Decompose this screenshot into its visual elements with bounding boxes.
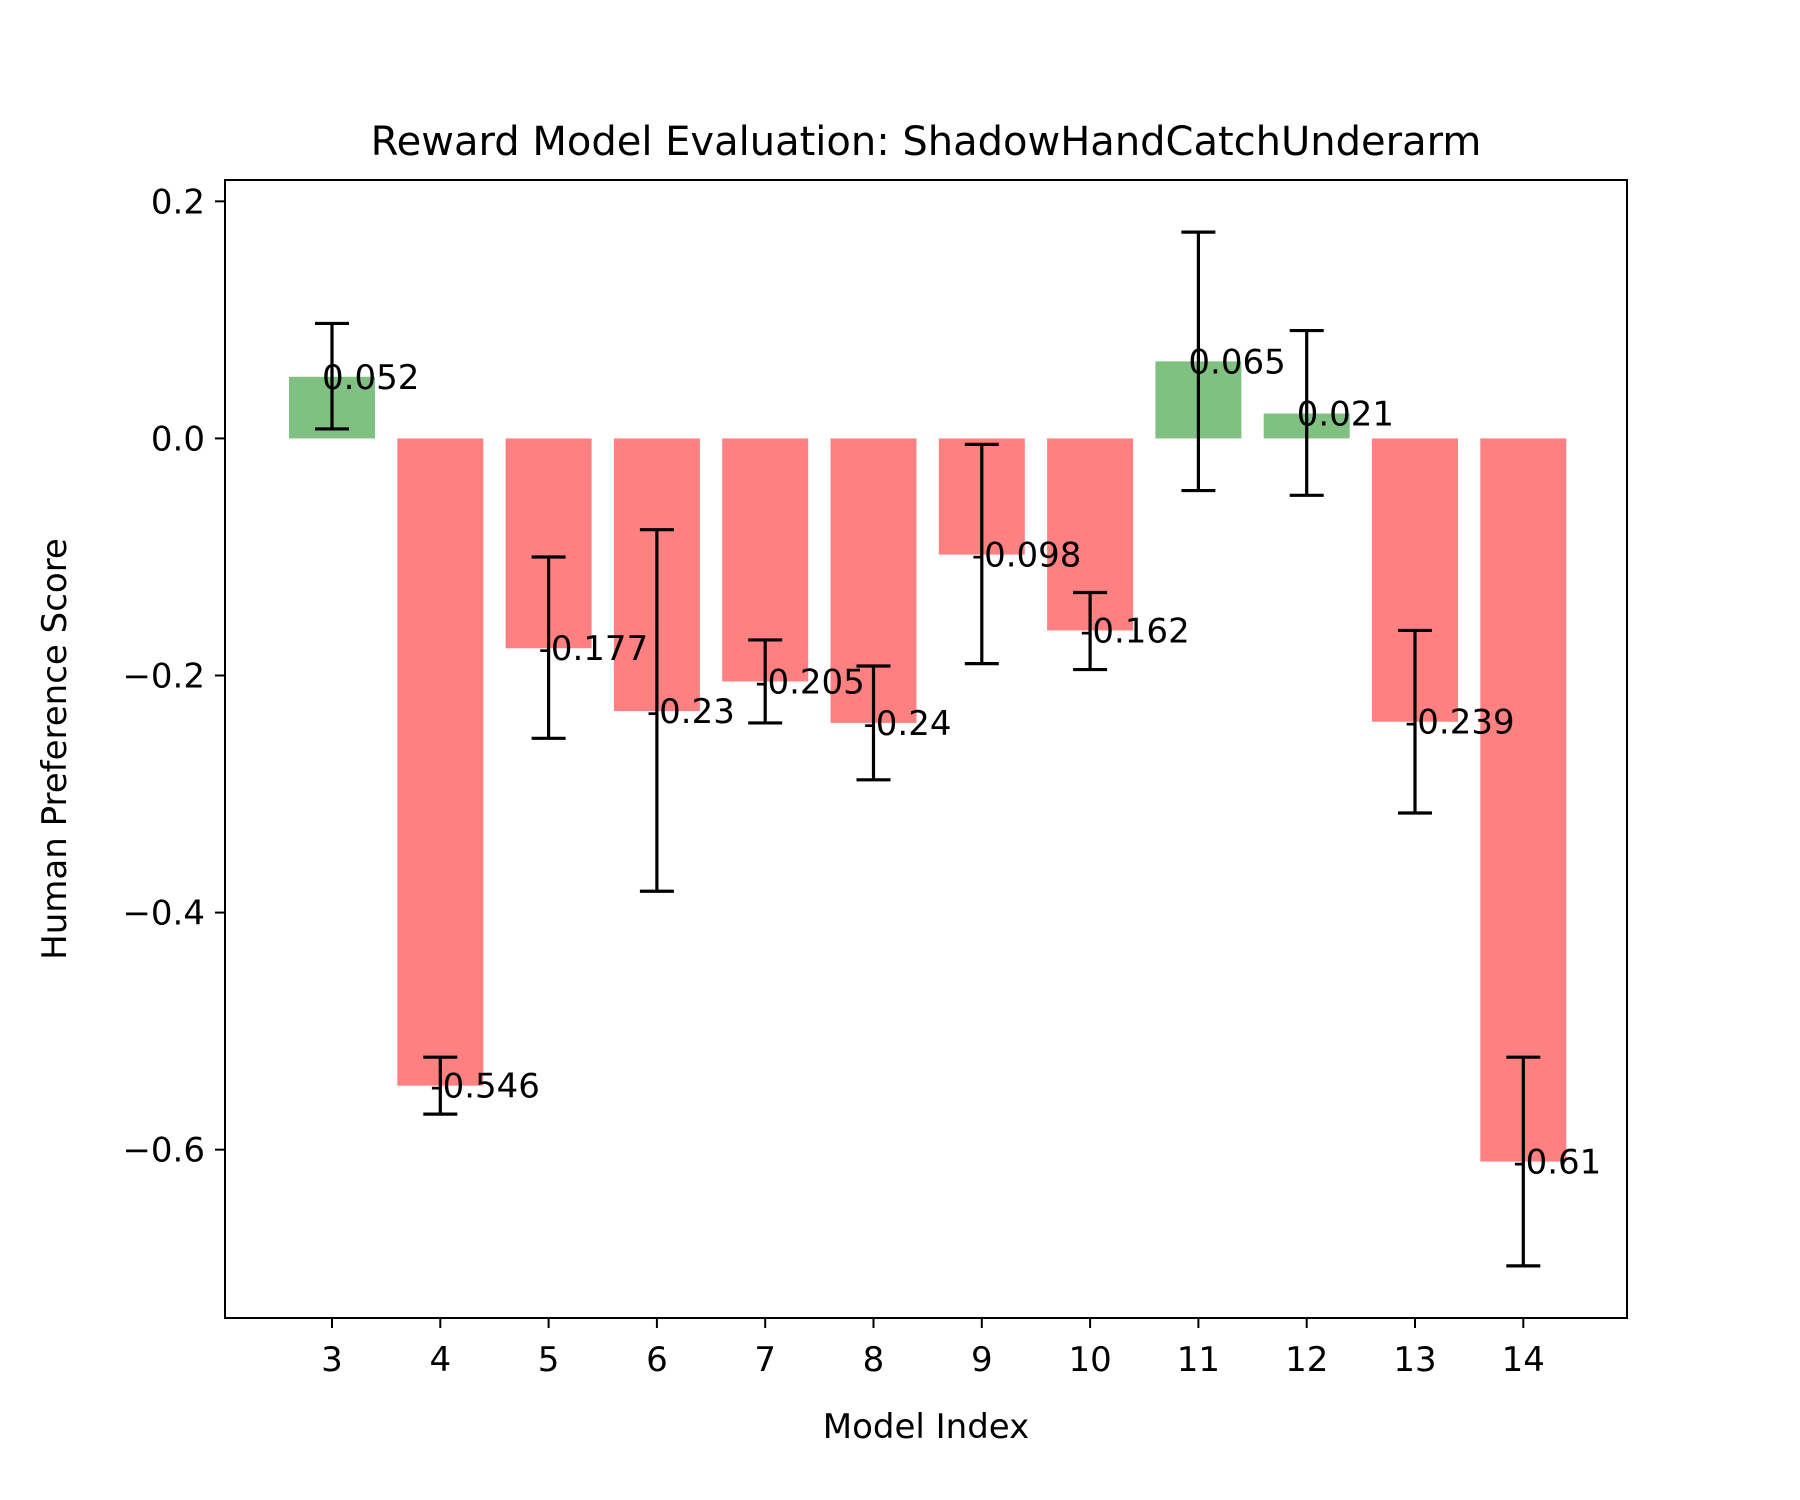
error-bar-5 bbox=[531, 555, 566, 740]
x-axis-label: Model Index bbox=[823, 1407, 1030, 1447]
y-axis-label: Human Preference Score bbox=[35, 538, 75, 960]
bar-14 bbox=[1480, 438, 1567, 1162]
error-bar-6 bbox=[639, 528, 674, 893]
x-tick-label: 4 bbox=[429, 1340, 451, 1380]
y-tick-label: 0.2 bbox=[151, 182, 205, 222]
x-tick-label: 10 bbox=[1068, 1340, 1111, 1380]
error-bar-3 bbox=[315, 321, 349, 431]
axes-frame bbox=[224, 179, 1628, 1319]
error-bar-11 bbox=[1181, 230, 1216, 493]
value-label-10: -0.162 bbox=[1080, 611, 1190, 651]
x-axis: 3 4 5 6 7 8 9 10 11 12 13 14 bbox=[321, 1318, 1545, 1380]
x-tick-label: 6 bbox=[646, 1340, 668, 1380]
plot-area: 0.052 -0.546 -0.177 -0.23 -0.205-0.24 -0.098 -… bbox=[289, 230, 1601, 1268]
x-tick-label: 11 bbox=[1177, 1340, 1220, 1380]
error-bar-7 bbox=[748, 638, 783, 725]
value-label-11: 0.065 bbox=[1188, 342, 1285, 382]
value-label-3: 0.052 bbox=[322, 358, 419, 398]
error-bar-12 bbox=[1289, 328, 1324, 497]
x-tick-label: 3 bbox=[321, 1340, 343, 1380]
error-bar-8 bbox=[856, 664, 891, 782]
y-tick-label: 0.0 bbox=[151, 419, 205, 459]
value-label-6: -0.23 bbox=[647, 692, 735, 732]
value-label-14: -0.61 bbox=[1513, 1143, 1601, 1183]
value-label-9: -0.098 bbox=[972, 536, 1082, 576]
x-tick-label: 13 bbox=[1393, 1340, 1436, 1380]
x-tick-label: 7 bbox=[754, 1340, 776, 1380]
error-bar-13 bbox=[1398, 628, 1432, 815]
error-bar-10 bbox=[1073, 590, 1108, 672]
y-tick-label: −0.4 bbox=[122, 894, 205, 934]
value-label-12: 0.021 bbox=[1297, 395, 1394, 435]
value-label-7: -0.205 bbox=[755, 662, 865, 702]
y-tick-label: −0.2 bbox=[122, 657, 205, 697]
y-tick-label: −0.6 bbox=[122, 1131, 205, 1171]
x-tick-label: 5 bbox=[538, 1340, 560, 1380]
x-tick-label: 9 bbox=[971, 1340, 993, 1380]
x-tick-label: 12 bbox=[1285, 1340, 1328, 1380]
value-label-13: -0.239 bbox=[1405, 703, 1515, 743]
error-bar-14 bbox=[1506, 1055, 1541, 1268]
value-label-5: -0.177 bbox=[539, 629, 649, 669]
y-axis: 0.2 0.0 −0.2 −0.4 −0.6 bbox=[122, 182, 225, 1171]
value-label-8: -0.24 bbox=[864, 704, 952, 744]
x-tick-label: 8 bbox=[863, 1340, 885, 1380]
chart-title: Reward Model Evaluation: ShadowHandCatch… bbox=[371, 119, 1482, 165]
error-bar-9 bbox=[964, 442, 999, 666]
bar-4 bbox=[397, 438, 484, 1086]
error-bar-4 bbox=[423, 1055, 458, 1116]
x-tick-label: 14 bbox=[1502, 1340, 1545, 1380]
value-label-4: -0.546 bbox=[430, 1067, 540, 1107]
